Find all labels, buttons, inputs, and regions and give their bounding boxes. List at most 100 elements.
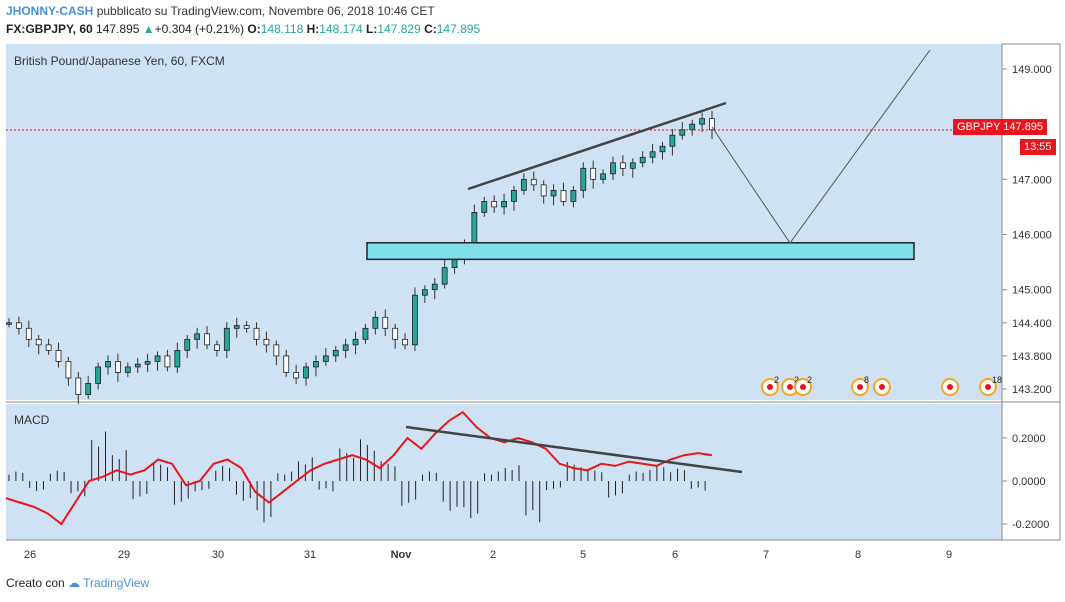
event-dot [985, 384, 991, 390]
candle-body [95, 366, 102, 384]
candle-body [164, 355, 171, 368]
candle-body [134, 363, 141, 368]
projection-path [711, 49, 931, 244]
candle-body [362, 327, 369, 340]
event-dot [857, 384, 863, 390]
candle-body [669, 134, 676, 147]
candle-body [243, 325, 250, 329]
price-tick-label: 143.200 [1012, 384, 1052, 396]
candle-body [214, 344, 220, 351]
candle-body [481, 201, 488, 213]
x-tick-label: Nov [391, 549, 413, 561]
candle-body [491, 201, 498, 208]
event-dot [800, 384, 806, 390]
tradingview-logo-icon[interactable]: ☁ [68, 576, 81, 590]
candle-body [649, 151, 656, 158]
candle-body [639, 156, 646, 164]
candle-body [204, 333, 210, 346]
publish-info: pubblicato su TradingView.com, Novembre … [96, 4, 435, 18]
candle-body [520, 178, 527, 191]
price-label-value: 147.895 [1003, 121, 1044, 133]
candle-body [392, 327, 399, 340]
event-count-label: 8 [864, 375, 869, 385]
candle-body [412, 294, 418, 346]
event-count-label: 18 [992, 375, 1002, 385]
macd-tick-label: -0.2000 [1012, 519, 1049, 531]
candle-body [511, 189, 517, 202]
candle-body [431, 283, 438, 291]
candle-body [679, 129, 686, 136]
candle-body [699, 118, 705, 125]
close-value: 147.895 [436, 22, 481, 36]
candle-body [16, 322, 22, 329]
x-tick-label: 2 [490, 549, 496, 561]
candle-body [85, 383, 92, 395]
candle-body [600, 173, 606, 180]
x-tick-label: 26 [24, 549, 36, 561]
candle-body [273, 344, 280, 357]
x-tick-label: 8 [855, 549, 861, 561]
candle-body [332, 349, 339, 357]
event-dot [767, 384, 773, 390]
event-count-label: 2 [774, 375, 779, 385]
price-tick-label: 149.000 [1012, 64, 1052, 76]
low-label: L: [366, 22, 378, 36]
candle-body [689, 123, 696, 131]
price-tick-label: 143.800 [1012, 351, 1052, 363]
candle-body [313, 361, 319, 368]
x-tick-label: 9 [946, 549, 952, 561]
candle-body [590, 167, 597, 180]
event-dot [787, 384, 793, 390]
x-tick-label: 30 [212, 549, 224, 561]
candle-body [402, 338, 408, 346]
footer-credit: Creato con ☁ TradingView [6, 576, 149, 590]
symbol-label: FX:GBPJPY, 60 [6, 22, 93, 36]
candle-body [283, 355, 290, 373]
candle-body [610, 162, 616, 175]
ohlc-line: FX:GBPJPY, 60 147.895 ▲+0.304 (+0.21%) O… [6, 22, 480, 36]
macd-trendline [405, 425, 743, 474]
candle-body [194, 333, 201, 340]
candle-body [421, 289, 428, 296]
candle-body [619, 162, 626, 169]
macd-signal-line [5, 410, 713, 526]
candle-body [223, 327, 230, 351]
candle-body [629, 162, 636, 169]
candle-body [382, 316, 389, 329]
x-tick-label: 31 [304, 549, 316, 561]
candle-body [263, 338, 270, 346]
candle-body [65, 361, 72, 379]
candle-body [6, 322, 12, 325]
candle-body [372, 316, 379, 329]
x-tick-label: 5 [580, 549, 586, 561]
candle-body [570, 189, 577, 202]
high-value: 148.174 [319, 22, 363, 36]
macd-tick-label: 0.0000 [1012, 476, 1046, 488]
macd-tick-label: 0.2000 [1012, 433, 1046, 445]
candle-body [322, 355, 329, 362]
price-panel-bg [6, 44, 1002, 400]
support-zone [366, 242, 915, 261]
change-up-icon: ▲ [142, 22, 155, 36]
tradingview-link[interactable]: TradingView [83, 576, 150, 590]
price-label-badge: GBPJPY 147.895 [953, 119, 1048, 135]
last-price: 147.895 [96, 22, 140, 36]
publish-line: JHONNY-CASH pubblicato su TradingView.co… [6, 4, 435, 18]
candle-body [75, 377, 82, 395]
candle-body [253, 327, 260, 340]
close-label: C: [424, 22, 437, 36]
candle-body [25, 327, 32, 340]
candle-body [174, 349, 181, 368]
change-value: +0.304 (+0.21%) [154, 22, 245, 36]
candle-body [580, 167, 587, 191]
candle-body [560, 189, 567, 202]
author-link[interactable]: JHONNY-CASH [6, 4, 94, 18]
price-tick-label: 145.000 [1012, 285, 1052, 297]
price-label-symbol: GBPJPY [957, 121, 1001, 133]
candle-body [35, 338, 42, 346]
price-tick-label: 146.000 [1012, 230, 1052, 242]
candle-body [115, 361, 121, 373]
event-dot [879, 384, 885, 390]
candle-body [184, 338, 191, 351]
